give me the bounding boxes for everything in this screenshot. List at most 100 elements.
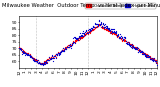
Point <box>104 27 106 28</box>
Point <box>104 25 107 26</box>
Point <box>60 50 63 51</box>
Point <box>80 37 83 38</box>
Point <box>65 49 68 50</box>
Point <box>41 63 43 65</box>
Point <box>51 57 53 58</box>
Point <box>124 37 127 39</box>
Point <box>33 59 35 60</box>
Point <box>66 47 69 48</box>
Point <box>28 55 30 56</box>
Point <box>78 35 80 37</box>
Point <box>39 62 41 63</box>
Point <box>95 26 97 28</box>
Point <box>55 55 58 56</box>
Point <box>146 55 148 56</box>
Point <box>20 48 22 50</box>
Point <box>132 46 134 48</box>
Point <box>52 56 54 58</box>
Point <box>141 52 143 54</box>
Point <box>23 51 25 52</box>
Point <box>143 53 145 54</box>
Point <box>95 26 98 28</box>
Point <box>61 49 63 50</box>
Point <box>87 33 89 35</box>
Point <box>106 28 108 30</box>
Point <box>73 36 76 38</box>
Point <box>78 39 80 40</box>
Point <box>40 63 43 65</box>
Point <box>52 58 55 59</box>
Point <box>23 52 25 54</box>
Point <box>120 38 123 39</box>
Point <box>102 27 105 28</box>
Point <box>54 53 57 55</box>
Point <box>152 58 155 59</box>
Point <box>108 29 110 30</box>
Point <box>64 47 67 49</box>
Point <box>139 52 142 53</box>
Point <box>56 53 59 54</box>
Point <box>72 41 75 43</box>
Point <box>96 26 99 27</box>
Point <box>123 36 125 38</box>
Point <box>122 40 124 41</box>
Point <box>102 23 104 25</box>
Point <box>61 48 64 49</box>
Point <box>43 61 46 62</box>
Point <box>45 62 48 64</box>
Point <box>111 31 114 33</box>
Point <box>129 45 132 46</box>
Point <box>53 55 56 56</box>
Point <box>154 60 157 61</box>
Point <box>141 51 144 53</box>
Point <box>42 63 44 64</box>
Point <box>18 48 21 50</box>
Point <box>102 26 105 28</box>
Point <box>86 32 88 33</box>
Point <box>31 57 33 58</box>
Point <box>53 56 56 57</box>
Point <box>21 49 23 50</box>
Point <box>48 58 50 59</box>
Point <box>125 40 127 42</box>
Point <box>91 28 93 30</box>
Point <box>73 41 75 43</box>
Point <box>103 28 106 29</box>
Point <box>31 57 33 58</box>
Point <box>43 61 45 62</box>
Point <box>97 20 100 22</box>
Point <box>151 58 153 60</box>
Point <box>40 62 43 63</box>
Point <box>94 26 96 28</box>
Point <box>55 54 58 55</box>
Point <box>78 37 81 38</box>
Point <box>136 47 138 49</box>
Point <box>150 58 152 60</box>
Point <box>88 31 90 33</box>
Point <box>38 62 41 64</box>
Point <box>120 38 122 39</box>
Point <box>155 61 157 63</box>
Point <box>108 30 111 31</box>
Point <box>119 37 121 39</box>
Point <box>118 36 120 37</box>
Point <box>97 25 100 26</box>
Point <box>46 59 49 61</box>
Point <box>123 37 126 38</box>
Point <box>88 28 90 30</box>
Point <box>108 29 110 31</box>
Point <box>136 48 139 50</box>
Point <box>57 53 60 54</box>
Point <box>116 36 119 37</box>
Point <box>33 59 35 61</box>
Point <box>74 36 76 37</box>
Point <box>66 46 69 48</box>
Point <box>96 23 98 24</box>
Point <box>140 50 143 51</box>
Point <box>53 55 56 57</box>
Point <box>31 57 34 59</box>
Point <box>64 47 66 49</box>
Point <box>28 55 31 56</box>
Point <box>62 48 65 49</box>
Point <box>71 42 74 44</box>
